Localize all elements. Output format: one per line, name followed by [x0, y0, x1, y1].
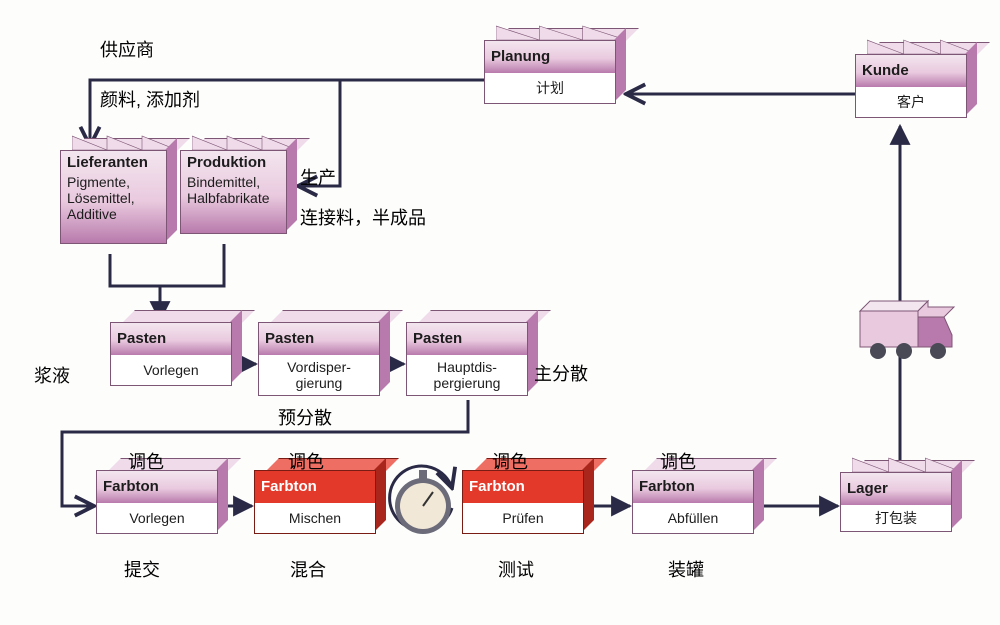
node-planung: Planung计划 [484, 28, 626, 102]
node-pasten3: PastenHauptdis- pergierung [406, 310, 538, 394]
node-produktion: ProduktionBindemittel, Halbfabrikate [180, 138, 297, 232]
node-kunde-header: Kunde [856, 55, 966, 87]
node-farbton2-header: Farbton [255, 471, 375, 503]
annotation-0: 供应商 [100, 36, 154, 62]
annotation-7: 调色 [128, 448, 164, 474]
node-pasten2-header: Pasten [259, 323, 379, 355]
node-produktion-header: Produktion [181, 151, 286, 174]
annotation-8: 调色 [288, 448, 324, 474]
node-lieferanten-body: Pigmente, Lösemittel, Additive [61, 174, 166, 226]
annotation-5: 预分散 [278, 404, 332, 430]
node-kunde: Kunde客户 [855, 42, 977, 116]
annotation-3: 连接料，半成品 [300, 204, 426, 230]
annotation-14: 装罐 [668, 556, 704, 582]
diagram-stage: Planung计划 Kunde客户 LieferantenPigmente, Lös… [0, 0, 1000, 625]
annotation-2: 生产 [300, 164, 336, 190]
node-pasten3-body: Hauptdis- pergierung [407, 355, 527, 395]
node-pasten3-header: Pasten [407, 323, 527, 355]
annotation-1: 颜料, 添加剂 [100, 86, 200, 112]
node-lieferanten: LieferantenPigmente, Lösemittel, Additiv… [60, 138, 177, 242]
node-lager-header: Lager [841, 473, 951, 505]
node-farbton3-body: Prüfen [463, 503, 583, 533]
annotation-13: 测试 [498, 556, 534, 582]
node-farbton4: FarbtonAbfüllen [632, 458, 764, 532]
node-pasten1: PastenVorlegen [110, 310, 242, 384]
node-kunde-body: 客户 [856, 87, 966, 117]
node-pasten2-body: Vordisper- gierung [259, 355, 379, 395]
annotation-11: 提交 [124, 556, 160, 582]
node-pasten2: PastenVordisper- gierung [258, 310, 390, 394]
node-pasten1-body: Vorlegen [111, 355, 231, 385]
node-planung-body: 计划 [485, 73, 615, 103]
annotation-4: 浆液 [34, 362, 70, 388]
node-farbton4-header: Farbton [633, 471, 753, 503]
annotation-12: 混合 [290, 556, 326, 582]
edge-11 [390, 466, 452, 530]
annotation-10: 调色 [660, 448, 696, 474]
node-pasten1-header: Pasten [111, 323, 231, 355]
node-farbton3: FarbtonPrüfen [462, 458, 594, 532]
node-lager: Lager打包装 [840, 460, 962, 530]
edge-3 [110, 244, 224, 320]
annotation-6: 主分散 [534, 360, 588, 386]
node-farbton1-body: Vorlegen [97, 503, 217, 533]
node-farbton1-header: Farbton [97, 471, 217, 503]
node-lager-body: 打包装 [841, 505, 951, 531]
truck-icon [860, 301, 954, 359]
node-lieferanten-header: Lieferanten [61, 151, 166, 174]
annotation-9: 调色 [492, 448, 528, 474]
node-produktion-body: Bindemittel, Halbfabrikate [181, 174, 286, 210]
node-farbton4-body: Abfüllen [633, 503, 753, 533]
node-planung-header: Planung [485, 41, 615, 73]
node-farbton2-body: Mischen [255, 503, 375, 533]
stopwatch-icon [395, 470, 451, 534]
node-farbton3-header: Farbton [463, 471, 583, 503]
